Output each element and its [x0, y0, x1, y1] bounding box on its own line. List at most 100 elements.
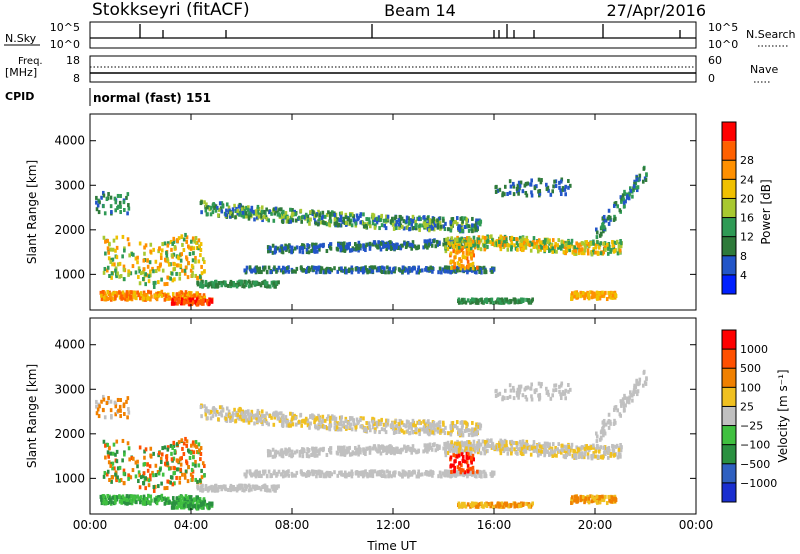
velocity-cell — [470, 430, 474, 435]
velocity-cell — [118, 494, 121, 499]
velocity-cell — [461, 423, 464, 428]
velocity-cell — [602, 433, 605, 438]
velocity-cell — [139, 495, 143, 500]
velocity-cell — [277, 469, 281, 474]
power-cell — [637, 178, 640, 183]
power-cell — [530, 178, 533, 183]
velocity-cell — [231, 417, 234, 422]
velocity-cell — [509, 388, 513, 393]
power-cell — [443, 227, 447, 232]
power-cell — [442, 242, 445, 247]
power-cell — [474, 300, 478, 305]
velocity-cell — [197, 442, 201, 447]
velocity-cell — [508, 383, 512, 388]
power-cell — [557, 238, 561, 243]
velocity-cell — [313, 420, 316, 425]
power-cell — [182, 237, 186, 242]
velocity-cell — [118, 478, 121, 483]
power-cell — [173, 266, 177, 271]
velocity-cell — [391, 426, 395, 431]
velocity-cell — [405, 423, 408, 428]
power-cell — [109, 259, 113, 264]
power-cell — [365, 217, 369, 222]
power-cell — [347, 217, 351, 222]
power-cell — [154, 294, 157, 299]
power-cell — [123, 246, 126, 251]
velocity-cell — [450, 443, 454, 448]
velocity-cell — [189, 505, 193, 510]
velocity-cell — [444, 425, 447, 430]
velocity-cell — [431, 430, 435, 435]
power-cell — [261, 218, 264, 223]
power-cell — [582, 251, 586, 256]
velocity-cell — [348, 445, 351, 450]
power-cell — [357, 248, 360, 253]
power-cell — [384, 243, 387, 248]
velocity-cell — [257, 416, 261, 421]
power-cell — [365, 268, 369, 273]
velocity-cell — [122, 404, 126, 409]
velocity-cell — [499, 445, 503, 450]
power-cell — [438, 266, 442, 271]
power-cell — [472, 253, 476, 258]
power-cell — [597, 292, 601, 297]
power-cell — [166, 241, 170, 246]
velocity-cell — [358, 470, 361, 475]
velocity-cell — [313, 453, 317, 458]
power-cell — [519, 238, 523, 243]
power-cell — [392, 246, 396, 251]
velocity-cell — [157, 451, 161, 456]
power-cell — [444, 249, 448, 254]
power-cell — [101, 290, 105, 295]
power-cell — [101, 190, 105, 195]
velocity-cell — [209, 416, 213, 421]
power-cell — [530, 190, 533, 195]
velocity-cell — [607, 425, 611, 430]
power-cell — [315, 245, 319, 250]
colorbar-segment — [722, 179, 736, 199]
velocity-cell — [152, 485, 156, 490]
power-cell — [408, 266, 411, 271]
velocity-cell — [189, 472, 193, 477]
velocity-cell — [189, 502, 192, 507]
velocity-cell — [436, 427, 440, 432]
power-cell — [573, 245, 577, 250]
power-cell — [428, 228, 431, 233]
power-cell — [235, 284, 239, 289]
power-cell — [503, 192, 506, 197]
velocity-cell — [425, 470, 428, 475]
velocity-cell — [536, 453, 540, 458]
power-cell — [466, 223, 469, 228]
power-cell — [512, 181, 515, 186]
velocity-cell — [122, 496, 126, 501]
velocity-cell — [631, 398, 634, 403]
velocity-cell — [477, 424, 480, 429]
power-cell — [485, 236, 488, 241]
velocity-cell — [481, 439, 485, 444]
power-cell — [443, 242, 447, 247]
power-cell — [195, 240, 198, 245]
velocity-cell — [410, 450, 414, 455]
power-cell — [365, 242, 368, 247]
power-cell — [163, 257, 167, 262]
power-cell — [318, 247, 321, 252]
power-cell — [211, 284, 214, 289]
power-cell — [220, 209, 224, 214]
power-cell — [417, 270, 420, 275]
velocity-cell — [398, 429, 401, 434]
power-cell — [336, 217, 340, 222]
velocity-cell — [114, 452, 117, 457]
power-cell — [402, 226, 406, 231]
power-cell — [314, 245, 317, 250]
power-cell — [521, 236, 525, 241]
power-cell — [619, 244, 623, 249]
power-cell — [594, 250, 597, 255]
velocity-cell — [548, 442, 551, 447]
power-cell — [633, 179, 636, 184]
velocity-cell — [567, 448, 571, 453]
power-cell — [110, 275, 113, 280]
power-cell — [190, 239, 193, 244]
velocity-cell — [483, 451, 487, 456]
power-cell — [593, 292, 596, 297]
velocity-cell — [368, 450, 372, 455]
